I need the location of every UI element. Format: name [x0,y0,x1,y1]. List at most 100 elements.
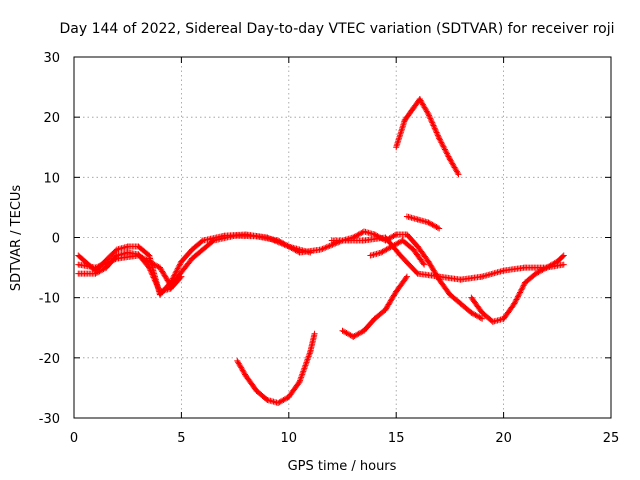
data-point [511,300,518,307]
data-point [146,265,153,272]
data-point [516,290,523,297]
data-point [265,235,272,242]
data-point [319,245,326,252]
data-point [271,237,278,244]
data-point [174,266,181,273]
data-point [427,115,434,122]
data-point [176,261,183,268]
data-point [284,242,291,249]
data-point [330,241,337,248]
data-point [150,274,157,281]
data-point [433,128,440,135]
data-point [167,279,174,286]
chart-title: Day 144 of 2022, Sidereal Day-to-day VTE… [59,21,614,37]
data-point [154,282,161,289]
data-point [177,274,184,281]
data-point [171,272,178,279]
data-point [426,113,433,120]
data-point [170,274,177,281]
y-axis-label: SDTVAR / TECUs [9,185,24,292]
data-point [439,140,446,147]
series-track-6 [367,237,428,268]
data-point [151,275,158,282]
data-point [445,153,452,160]
x-tick-label: 25 [603,431,620,446]
series-track-2 [75,231,314,298]
data-point [434,130,441,137]
data-point [403,273,410,280]
data-point [403,274,410,281]
data-point [442,147,449,154]
data-point [151,277,158,284]
data-point [148,268,155,275]
y-tick-label: 30 [43,51,60,66]
data-point [420,260,427,267]
data-point [427,116,434,123]
data-point [515,292,522,299]
x-tick-label: 20 [495,431,512,446]
data-points [75,96,567,406]
data-point [429,119,436,126]
data-point [146,264,153,271]
data-point [307,249,314,256]
data-point [560,252,567,259]
data-point [443,149,450,156]
data-point [431,123,438,130]
data-point [512,297,519,304]
data-point [172,269,179,276]
data-point [513,296,520,303]
data-point [439,142,446,149]
data-point [176,262,183,269]
series-track-3 [75,249,185,295]
series-track-7 [393,96,462,178]
y-tick-labels: -30 -20 -10 0 10 20 30 [39,51,60,427]
data-point [275,239,282,246]
data-point [295,380,302,387]
data-point [282,242,289,249]
data-point [520,282,527,289]
data-point [444,152,451,159]
data-point [320,245,327,252]
series-track-5 [468,252,567,325]
data-point [426,112,433,119]
data-point [514,295,521,302]
y-tick-label: 20 [43,111,60,126]
y-tick-label: -20 [39,352,60,367]
data-point [512,299,519,306]
data-point [436,135,443,142]
data-point [432,126,439,133]
grid-lines [74,57,611,418]
data-point [444,150,451,157]
data-point [153,280,160,287]
y-tick-label: -10 [39,292,60,307]
series-track-4 [328,228,486,322]
data-point [153,281,160,288]
data-point [441,145,448,152]
data-point [436,225,443,232]
data-point [280,241,287,248]
data-point [514,293,521,300]
data-point [169,276,176,283]
y-tick-label: 0 [52,232,60,247]
x-tick-label: 15 [388,431,405,446]
data-point [278,240,285,247]
data-point [277,239,284,246]
data-point [413,269,420,276]
data-point [152,278,159,285]
data-point [264,234,271,241]
data-point [198,238,205,245]
series-track-1 [75,232,567,289]
data-point [155,284,162,291]
data-point [428,118,435,125]
data-point [436,136,443,143]
x-tick-label: 5 [177,431,185,446]
axis-ticks [73,56,612,419]
series-track-8 [403,213,443,232]
data-point [454,169,461,176]
plot-frame [73,56,612,419]
data-point [274,238,281,245]
data-point [329,241,336,248]
data-point [268,236,275,243]
data-point [325,243,332,250]
data-point [311,330,318,337]
